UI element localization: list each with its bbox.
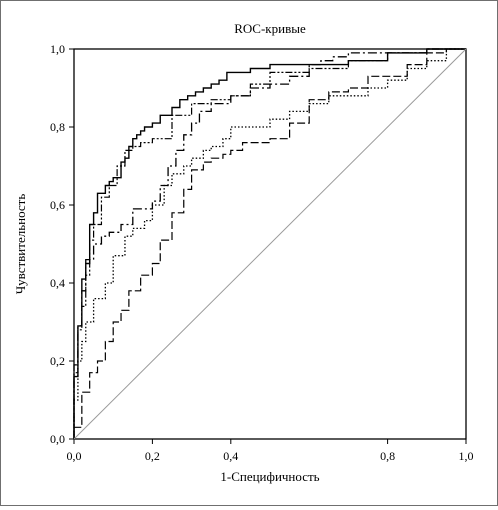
roc-curve-dash-dot — [73, 48, 466, 439]
roc-curve-long-dash — [73, 48, 466, 439]
y-tick-label: 0,2 — [50, 354, 65, 368]
x-axis-label: 1-Специфичность — [220, 469, 319, 484]
x-tick-label: 0,0 — [67, 449, 82, 463]
y-tick-label: 0,0 — [50, 432, 65, 446]
roc-curve-solid — [73, 48, 466, 439]
x-tick-label: 0,8 — [380, 449, 395, 463]
plot-area: 0,0 0,2 0,4 0,8 1,0 0,0 0,2 0,4 0,6 0,8 1,0 — [50, 42, 474, 463]
y-tick-label: 0,4 — [50, 276, 65, 290]
y-tick-label: 0,6 — [50, 198, 65, 212]
x-tick-label: 1,0 — [459, 449, 474, 463]
y-axis-label: Чувствительность — [13, 194, 28, 295]
x-tick-label: 0,2 — [145, 449, 160, 463]
y-tick-label: 0,8 — [50, 120, 65, 134]
roc-curve-reference — [73, 48, 467, 440]
y-tick-label: 1,0 — [50, 42, 65, 56]
plot-border — [73, 48, 467, 440]
x-tick-label: 0,4 — [223, 449, 238, 463]
chart-title: ROC-кривые — [234, 21, 306, 36]
roc-curve-dash-dot-dot — [73, 48, 466, 439]
